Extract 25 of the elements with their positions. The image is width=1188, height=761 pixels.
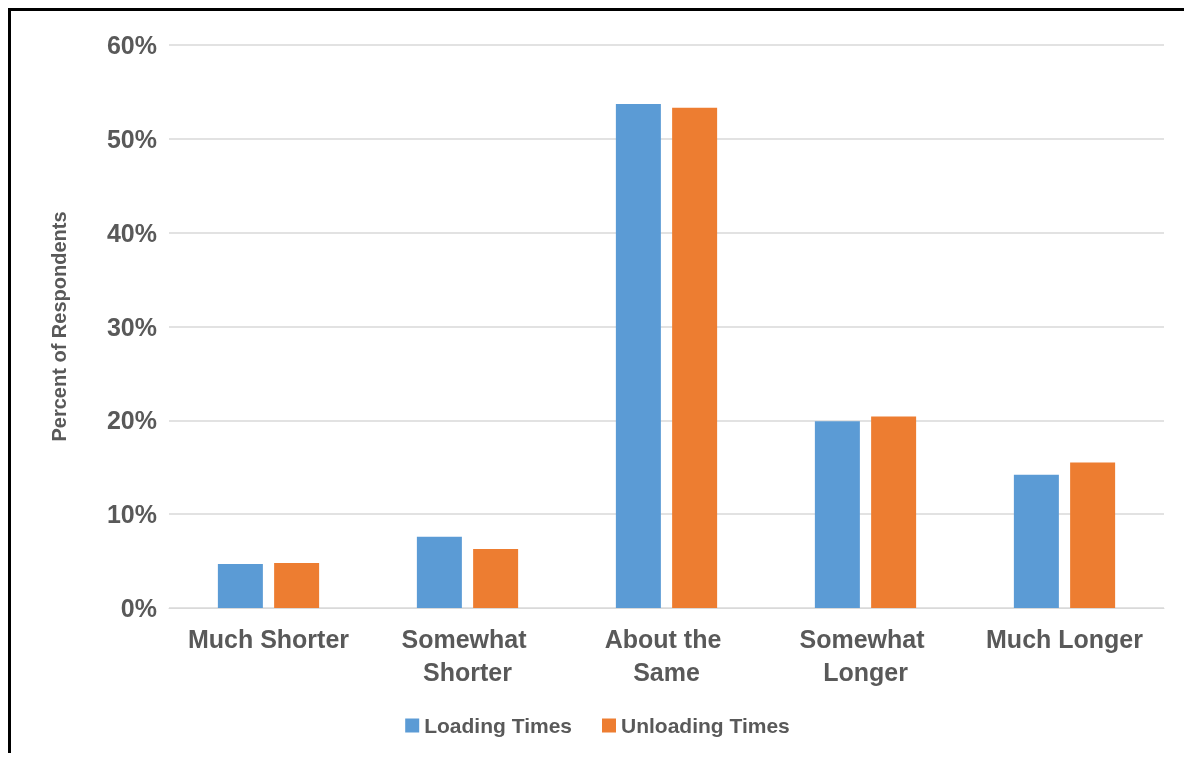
y-axis-title: Percent of Respondents	[48, 211, 70, 442]
legend-label: Loading Times	[424, 714, 573, 737]
y-tick-label: 30%	[106, 312, 157, 341]
y-tick-label: 60%	[106, 31, 157, 59]
y-tick-label: 20%	[106, 406, 157, 435]
x-tick-label: About the Same	[604, 624, 729, 686]
y-tick-label: 0%	[120, 594, 157, 622]
bar	[672, 107, 718, 608]
x-tick-label: Somewhat Shorter	[401, 624, 534, 686]
legend-label: Unloading Times	[621, 714, 790, 737]
bar	[1013, 474, 1059, 608]
bar	[1070, 462, 1116, 608]
bar	[416, 536, 462, 608]
y-tick-label: 10%	[106, 500, 157, 529]
y-tick-label: 40%	[106, 218, 157, 247]
bar	[871, 416, 917, 608]
bar	[217, 563, 263, 608]
x-tick-label: Much Shorter	[187, 624, 350, 653]
x-tick-label: Much Longer	[986, 624, 1144, 653]
bar	[274, 562, 320, 608]
x-tick-label: Somewhat Longer	[799, 624, 932, 686]
y-tick-label: 50%	[106, 124, 157, 153]
bar	[615, 104, 661, 608]
bar	[814, 421, 860, 608]
bar	[473, 548, 519, 608]
